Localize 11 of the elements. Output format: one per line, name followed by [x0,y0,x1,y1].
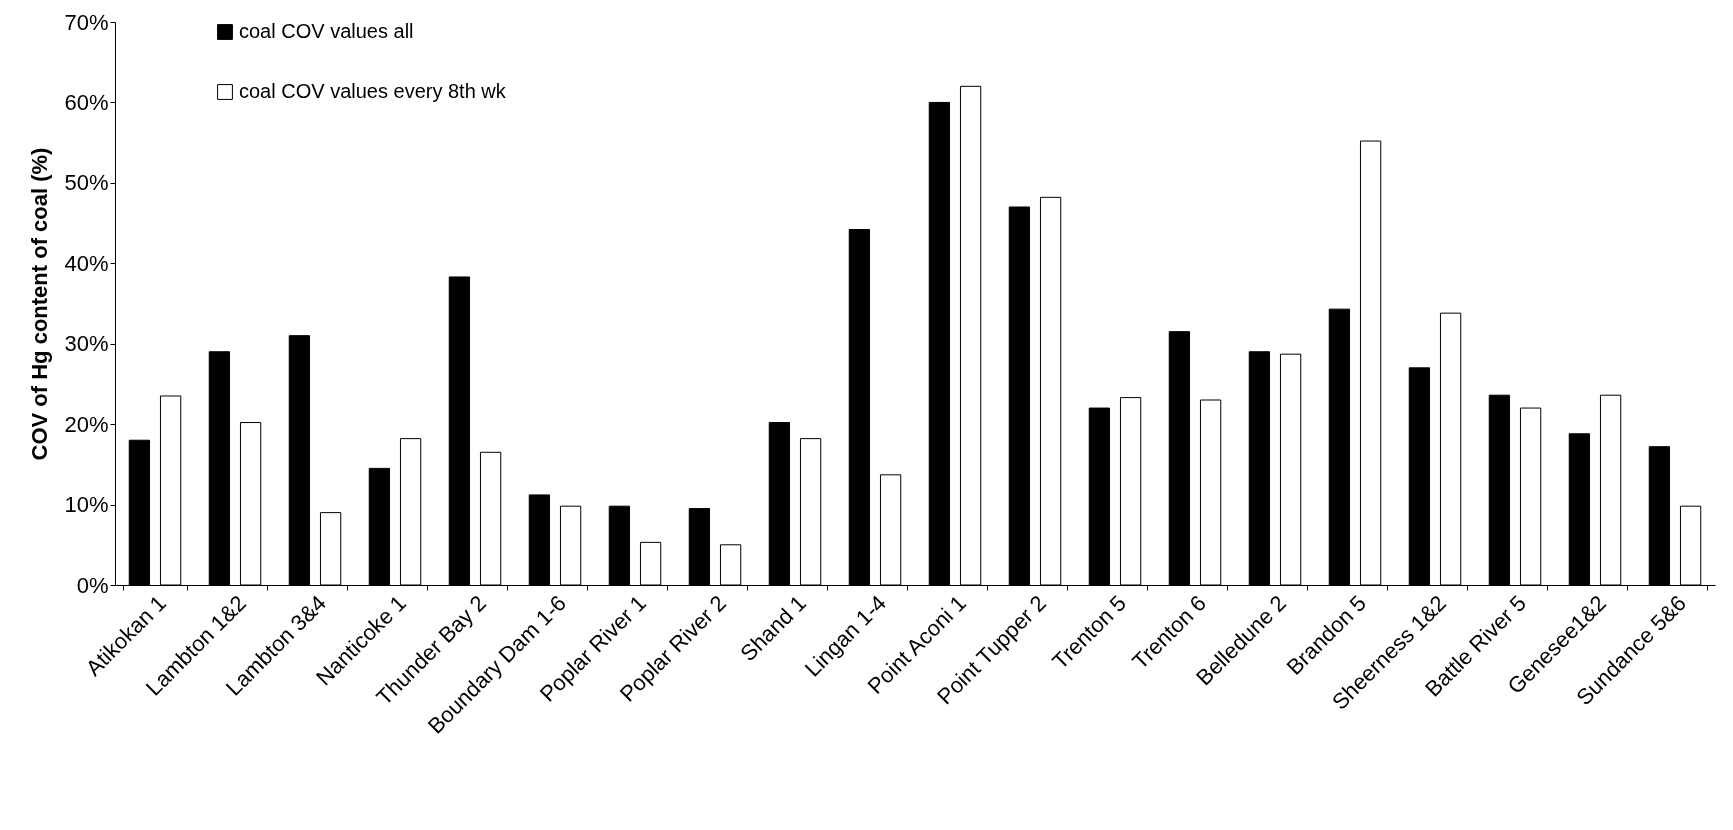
y-tick-label: 30% [64,331,109,357]
y-axis-title: COV of Hg content of coal (%) [27,147,53,461]
legend-label: coal COV values all [239,20,414,42]
y-tick-label: 10% [64,492,109,518]
y-tick-label: 0% [76,572,109,598]
y-tick-label: 20% [64,411,109,437]
legend-label: coal COV values every 8th wk [239,80,507,102]
y-tick-label: 40% [64,250,109,276]
y-tick-label: 50% [64,170,109,196]
y-tick-label: 70% [64,9,109,35]
y-tick-label: 60% [64,89,109,115]
